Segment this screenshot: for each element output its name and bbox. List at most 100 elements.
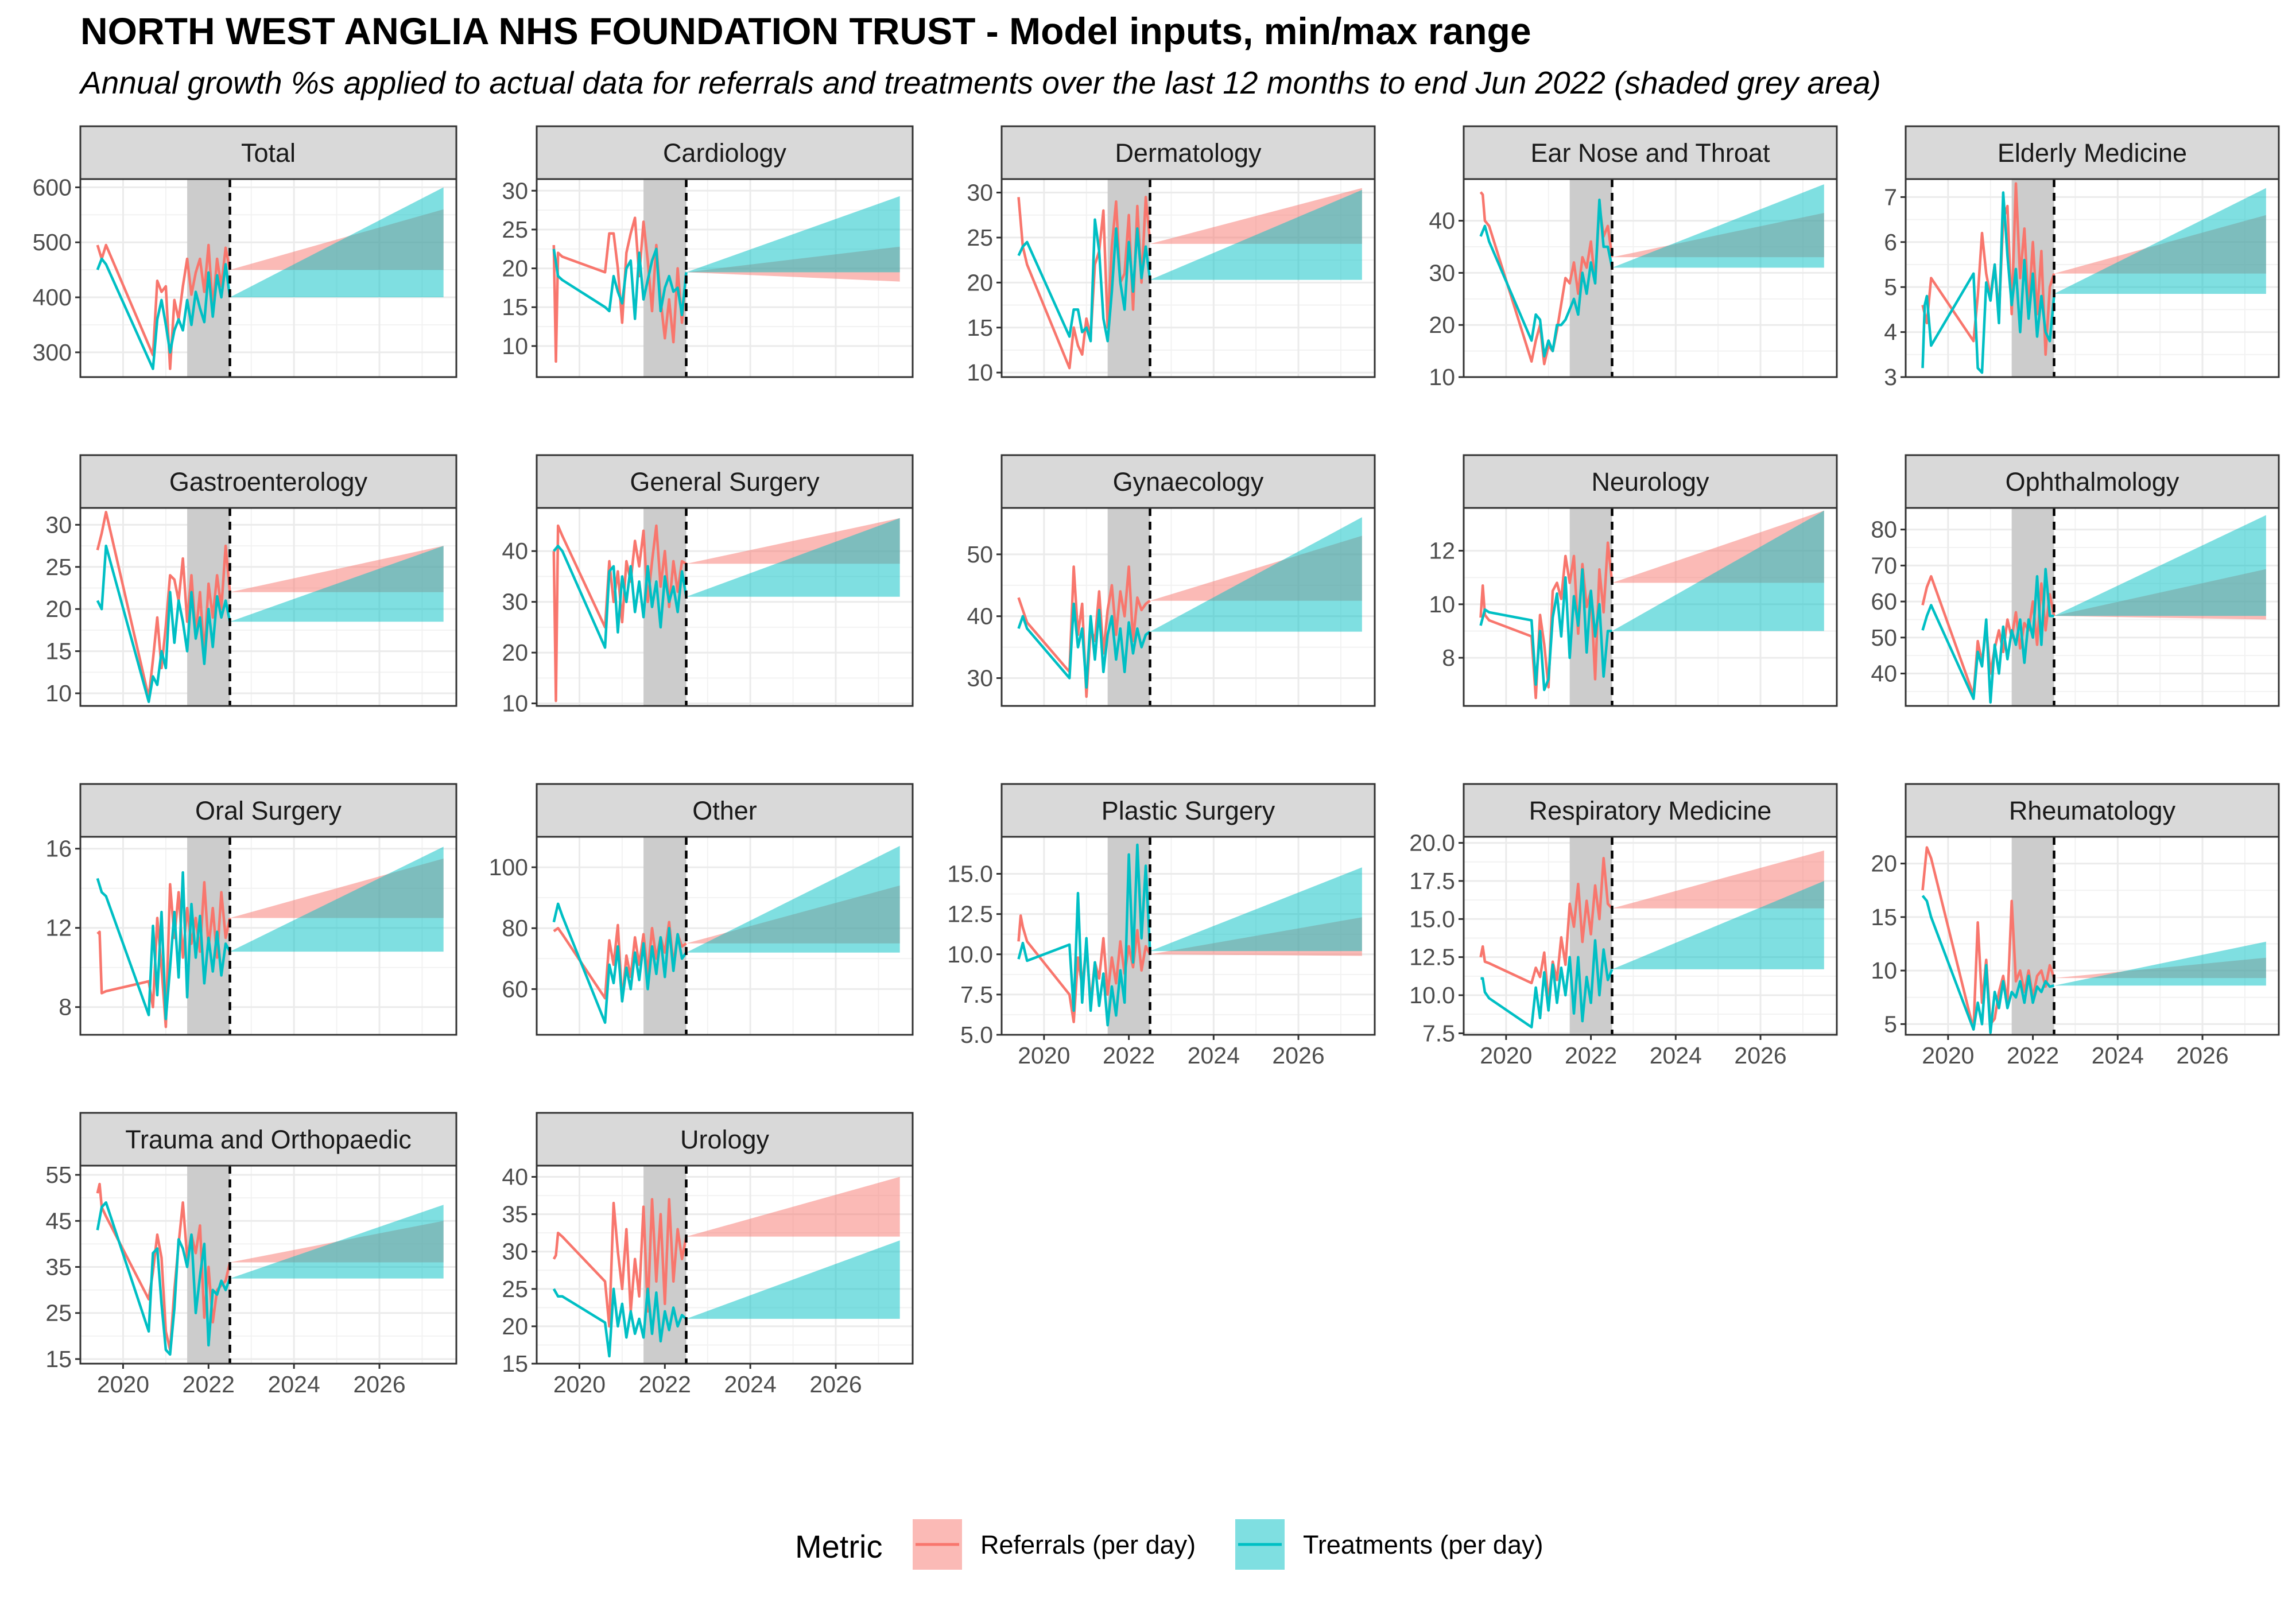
y-tick-label: 400 (33, 284, 72, 310)
referrals-line (96, 511, 231, 699)
panel-border (1905, 178, 2280, 378)
facet-panel: Elderly Medicine 3 4 5 6 7 (1884, 125, 2280, 390)
y-tick-label: 45 (45, 1208, 72, 1234)
treatments-line (96, 1201, 231, 1356)
y-tick-label: 5.0 (960, 1022, 993, 1048)
panel-border (1000, 178, 1376, 378)
y-tick-label: 30 (502, 1239, 528, 1265)
y-tick-label: 20 (1871, 851, 1897, 877)
treatments-range-band (1612, 880, 1824, 969)
facet-panel: Neurology 8 10 12 (1429, 454, 1838, 707)
y-tick-label: 15 (502, 1350, 528, 1377)
shaded-period (643, 837, 687, 1035)
y-tick-label: 30 (502, 177, 528, 204)
x-tick-label: 2022 (2007, 1042, 2059, 1069)
y-tick-label: 15 (45, 638, 72, 665)
y-tick-label: 6 (1884, 229, 1897, 255)
y-tick-label: 50 (967, 541, 993, 568)
facet-panel: Dermatology 10 15 20 25 30 (967, 125, 1376, 386)
y-tick-label: 10 (502, 333, 528, 359)
y-tick-label: 3 (1884, 364, 1897, 390)
y-tick-label: 600 (33, 174, 72, 200)
facet-strip-label: Other (692, 796, 757, 825)
treatments-line (552, 247, 688, 320)
facet-strip (1463, 783, 1838, 838)
y-tick-label: 20 (45, 596, 72, 622)
panel-border (79, 1165, 457, 1365)
x-tick-label: 2024 (1188, 1042, 1240, 1069)
y-tick-label: 40 (502, 1164, 528, 1190)
y-tick-label: 60 (1871, 588, 1897, 615)
facet-panel: General Surgery 10 20 30 40 (502, 454, 914, 717)
panel-border (536, 507, 914, 707)
x-tick-label: 2026 (1734, 1042, 1786, 1069)
y-tick-label: 12 (1429, 538, 1455, 564)
facet-strip-label: Respiratory Medicine (1529, 796, 1772, 825)
x-tick-label: 2026 (1272, 1042, 1324, 1069)
y-tick-label: 500 (33, 229, 72, 255)
y-tick-label: 40 (1871, 661, 1897, 687)
treatments-range-band (230, 847, 444, 952)
panel-border (79, 836, 457, 1036)
facet-strip (1000, 454, 1376, 509)
facet-strip (536, 125, 914, 180)
x-tick-label: 2026 (2176, 1042, 2228, 1069)
legend-title: Metric (795, 1528, 882, 1565)
y-tick-label: 5 (1884, 274, 1897, 300)
facet-strip (79, 783, 457, 838)
facet-strip (79, 454, 457, 509)
panel-border (1000, 836, 1376, 1036)
facet-strip (1000, 783, 1376, 838)
treatments-range-band (1612, 184, 1824, 268)
facet-strip-label: Urology (680, 1125, 770, 1154)
shaded-period (2011, 837, 2054, 1035)
treatments-range-band (686, 1240, 900, 1319)
y-tick-label: 7.5 (1422, 1020, 1455, 1046)
facet-panel: Gastroenterology 10 15 20 25 30 (45, 454, 457, 707)
x-tick-label: 2022 (183, 1371, 235, 1398)
panel-border (1463, 507, 1838, 707)
referrals-range-band (1612, 850, 1824, 909)
legend: Metric Referrals (per day) Treatments (per… (795, 1519, 1543, 1570)
referrals-line (96, 1182, 231, 1352)
treatments-line (1921, 191, 2055, 374)
facet-panel: Urology 15 20 25 30 35 40 2020 2022 2024 2026 (502, 1112, 914, 1398)
treatments-range-band (230, 187, 444, 298)
y-tick-label: 5 (1884, 1011, 1897, 1037)
shaded-period (1569, 837, 1612, 1035)
treatments-line (1479, 568, 1612, 692)
y-tick-label: 4 (1884, 319, 1897, 346)
x-tick-label: 2024 (268, 1371, 320, 1398)
treatments-range-band (1150, 867, 1362, 952)
treatments-line (96, 871, 231, 1020)
x-tick-label: 2020 (553, 1371, 606, 1398)
y-tick-label: 20 (1429, 312, 1455, 338)
legend-treatments-label: Treatments (per day) (1303, 1530, 1543, 1559)
facet-strip (79, 1112, 457, 1167)
x-tick-label: 2026 (353, 1371, 405, 1398)
facet-strip-label: Elderly Medicine (1998, 138, 2187, 168)
x-tick-label: 2022 (1565, 1042, 1617, 1069)
y-tick-label: 20 (502, 255, 528, 282)
y-tick-label: 25 (45, 554, 72, 580)
y-tick-label: 16 (45, 836, 72, 862)
y-tick-label: 12 (45, 915, 72, 941)
facet-strip-label: Total (241, 138, 296, 168)
facet-strip-label: Trauma and Orthopaedic (125, 1125, 412, 1154)
treatments-line (1479, 199, 1614, 358)
facet-panel: Ear Nose and Throat 10 20 30 40 (1429, 125, 1838, 390)
treatments-line (1921, 568, 2054, 704)
y-tick-label: 10.0 (947, 941, 993, 968)
x-tick-label: 2020 (1018, 1042, 1070, 1069)
y-tick-label: 40 (502, 538, 528, 564)
x-tick-label: 2020 (1922, 1042, 1974, 1069)
x-tick-label: 2022 (639, 1371, 691, 1398)
y-tick-label: 10 (1871, 957, 1897, 984)
treatments-range-band (230, 1205, 444, 1279)
y-tick-label: 300 (33, 339, 72, 366)
panel-border (536, 1165, 914, 1365)
panel-border (79, 507, 457, 707)
y-tick-label: 10 (45, 680, 72, 707)
y-tick-label: 100 (489, 854, 528, 880)
